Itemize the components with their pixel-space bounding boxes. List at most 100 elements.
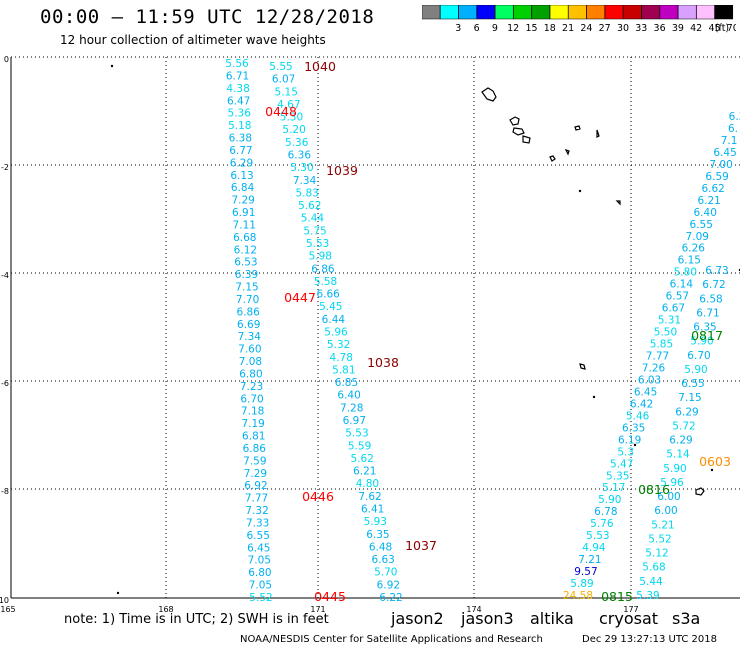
track-d-value: 5.52 xyxy=(648,533,671,545)
legend-swatch xyxy=(458,5,477,20)
legend-tick-label: 9 xyxy=(492,23,498,34)
track-d-value: 6.72 xyxy=(702,279,725,291)
track-c-value: 6.57 xyxy=(666,291,689,303)
island-outline xyxy=(596,129,600,138)
track-b-value: 6.66 xyxy=(316,289,340,301)
track-a-value: 7.18 xyxy=(241,406,264,418)
track-c-value: 6.14 xyxy=(670,279,694,291)
legend-swatch xyxy=(440,5,459,20)
pass-time-label: 1040 xyxy=(304,59,336,74)
track-c-value: 6.67 xyxy=(662,303,685,315)
track-b-value: 5.70 xyxy=(374,567,397,579)
track-a-value: 6.55 xyxy=(247,530,270,542)
track-a-value: 6.80 xyxy=(248,567,271,579)
track-b-value: 5.62 xyxy=(350,453,373,465)
track-c-value: 7.00 xyxy=(709,159,732,171)
track-b-value: 5.55 xyxy=(269,61,292,73)
track-b-value: 5.62 xyxy=(298,200,321,212)
track-a-value: 6.91 xyxy=(232,207,255,219)
legend-tick-label: 45 xyxy=(708,23,720,34)
track-b-value: 6.40 xyxy=(337,390,360,402)
track-b-value: 6.86 xyxy=(311,263,335,275)
track-b-value: 5.44 xyxy=(301,213,325,225)
pass-time-label: 0447 xyxy=(284,290,316,305)
island-outline xyxy=(522,135,531,144)
track-a-value: 6.13 xyxy=(230,170,253,182)
track-c-value: 6.19 xyxy=(618,434,641,446)
track-b-value: 6.41 xyxy=(361,504,384,516)
track-d-value: 6.00 xyxy=(657,491,680,503)
legend-tick-label: 30 xyxy=(617,23,629,34)
track-a-value: 6.86 xyxy=(243,443,267,455)
track-a-value: 6.81 xyxy=(242,431,265,443)
islet-dot xyxy=(633,443,637,447)
pass-time-label: 0603 xyxy=(699,454,731,469)
track-b-value: 5.96 xyxy=(324,327,348,339)
legend-swatch xyxy=(513,5,532,20)
track-b-value: 5.30 xyxy=(290,162,313,174)
track-b-value: 4.67 xyxy=(277,99,300,111)
track-a-value: 7.15 xyxy=(235,282,258,294)
track-d-value: 6.58 xyxy=(699,293,722,305)
legend-unit-label: (ft) xyxy=(715,23,729,34)
longitude-label: 174 xyxy=(466,605,481,614)
island-outline xyxy=(574,125,581,131)
pass-time-label: 0816 xyxy=(638,482,670,497)
track-b-value: 6.48 xyxy=(369,541,392,553)
track-a-value: 6.68 xyxy=(233,232,256,244)
legend-swatch xyxy=(549,5,569,20)
legend-tick-label: 6 xyxy=(474,23,480,34)
track-a-value: 6.84 xyxy=(231,182,255,194)
track-a-value: 6.71 xyxy=(226,70,249,82)
longitude-label: 168 xyxy=(158,605,173,614)
track-b-value: 5.59 xyxy=(348,440,371,452)
track-a-value: 7.29 xyxy=(244,468,267,480)
track-b-value: 6.85 xyxy=(335,377,358,389)
track-a-value: 6.12 xyxy=(234,244,257,256)
track-b-value: 5.45 xyxy=(319,301,342,313)
track-d-value: 5.68 xyxy=(642,562,665,574)
track-d-value: 6.71 xyxy=(696,307,719,319)
track-d-value: 5.39 xyxy=(636,590,659,602)
track-c-value: 6.21 xyxy=(697,195,720,207)
track-c-value: 6.40 xyxy=(694,207,717,219)
track-a-value: 6.45 xyxy=(247,542,270,554)
pass-time-label: 1039 xyxy=(326,163,358,178)
track-d-value: 5.90 xyxy=(684,364,707,376)
track-a-value: 7.33 xyxy=(246,517,269,529)
track-c-value: 7.09 xyxy=(686,231,709,243)
pass-time-label: 0446 xyxy=(302,489,334,504)
island-outline xyxy=(695,487,705,496)
track-d-value: 6.29 xyxy=(669,435,692,447)
track-a-value: 6.53 xyxy=(234,257,257,269)
credit-line: NOAA/NESDIS Center for Satellite Applica… xyxy=(240,634,543,645)
track-b-value: 7.62 xyxy=(358,491,381,503)
track-c-value: 9.57 xyxy=(574,566,597,578)
legend-swatch xyxy=(641,5,660,20)
islet-dot xyxy=(710,468,714,472)
track-b-value: 5.53 xyxy=(306,238,329,250)
track-c-value: 6.62 xyxy=(701,183,724,195)
track-a-value: 5.18 xyxy=(228,120,251,132)
legend-tick-label: 70 xyxy=(727,23,736,34)
satellite-s3a-label: s3a xyxy=(672,609,701,628)
track-c-value: 5.31 xyxy=(658,315,681,327)
track-a-value: 7.60 xyxy=(238,344,261,356)
track-c-value: 6.3 xyxy=(729,111,740,123)
track-b-value: 5.93 xyxy=(364,516,387,528)
legend-swatch xyxy=(531,5,551,20)
track-b-value: 5.30 xyxy=(280,112,303,124)
longitude-label: 165 xyxy=(0,605,15,614)
track-a-value: 6.86 xyxy=(236,306,260,318)
track-b-value: 5.32 xyxy=(327,339,350,351)
island-outline xyxy=(564,148,570,156)
track-b-value: 5.58 xyxy=(314,276,337,288)
legend-swatch xyxy=(604,5,624,20)
color-legend: 3 6 9 12 15 18 21 24 27 30 33 36 39 42 45 70(ft) xyxy=(422,5,736,34)
track-a-value: 7.23 xyxy=(240,381,263,393)
latitude-label: -2 xyxy=(1,163,9,172)
track-c-value: 5.85 xyxy=(650,339,673,351)
track-c-value: 24.58 xyxy=(563,590,593,602)
legend-swatch xyxy=(659,5,679,20)
